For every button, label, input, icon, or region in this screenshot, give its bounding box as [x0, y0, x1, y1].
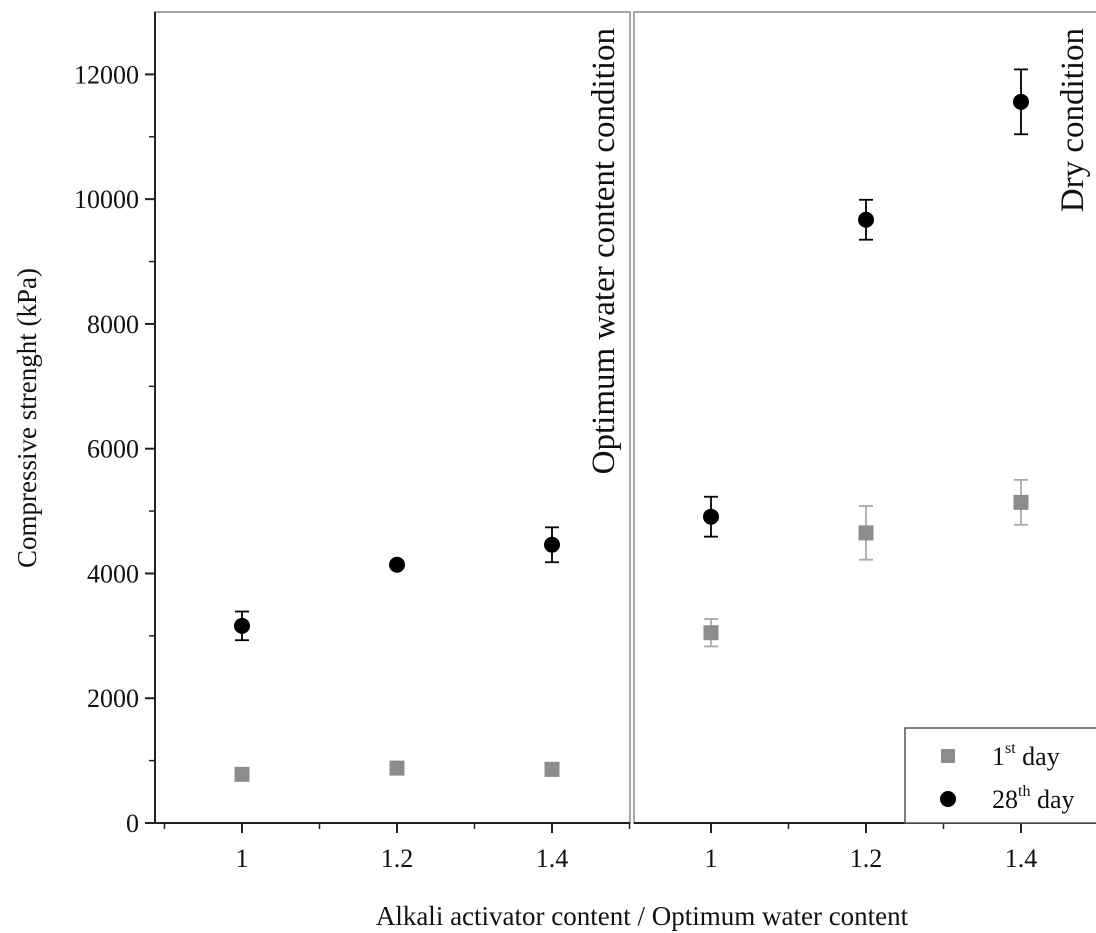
y-tick-label: 12000 — [74, 60, 139, 89]
legend-marker-day28 — [940, 791, 956, 807]
legend-marker-day1 — [941, 749, 955, 763]
legend-label-base: 28 — [992, 785, 1018, 814]
legend-label-base: 1 — [992, 742, 1005, 771]
data-marks — [234, 68, 1029, 782]
x-axis-title: Alkali activator content / Optimum water… — [376, 901, 909, 931]
legend-label-sup: st — [1005, 740, 1016, 757]
legend-label: 28th day — [992, 783, 1075, 814]
point-day1 — [1013, 494, 1029, 510]
point-day1 — [389, 760, 405, 776]
point-day1 — [544, 761, 560, 777]
y-tick-label: 0 — [126, 809, 139, 838]
y-tick-label: 2000 — [87, 684, 139, 713]
y-axis: 0 2000 4000 6000 8000 10000 12000 — [74, 12, 156, 838]
legend-label-suffix: day — [1016, 742, 1060, 771]
point-day28 — [703, 508, 719, 525]
y-axis-title: Compressive strenght (kPa) — [12, 268, 42, 568]
panel-label-optimum: Optimum water content condition — [586, 28, 622, 474]
legend-label-sup: th — [1018, 783, 1030, 800]
point-day1 — [234, 766, 250, 782]
y-tick-label: 6000 — [87, 435, 139, 464]
panel-label-dry: Dry condition — [1055, 28, 1091, 212]
point-day28 — [389, 556, 405, 573]
x-tick-label: 1.4 — [1005, 844, 1038, 873]
panel-1-border — [154, 11, 631, 824]
y-tick-label: 8000 — [87, 310, 139, 339]
legend-label-suffix: day — [1030, 785, 1074, 814]
x-tick-label: 1 — [705, 844, 718, 873]
point-day1 — [703, 625, 719, 641]
point-day28 — [234, 617, 250, 634]
y-tick-label: 10000 — [74, 185, 139, 214]
x-tick-label: 1.2 — [850, 844, 883, 873]
x-tick-label: 1 — [236, 844, 249, 873]
x-tick-label: 1.2 — [381, 844, 414, 873]
x-tick-label: 1.4 — [536, 844, 569, 873]
point-day28 — [1013, 93, 1029, 110]
plot-frame — [154, 11, 1096, 824]
legend-box — [904, 727, 1096, 824]
legend-label: 1st day — [992, 740, 1060, 771]
y-tick-label: 4000 — [87, 559, 139, 588]
point-day28 — [544, 536, 560, 553]
point-day28 — [858, 211, 874, 228]
point-day1 — [858, 525, 874, 541]
x-axis: 1 1.2 1.4 1 1.2 1.4 — [155, 822, 1096, 873]
